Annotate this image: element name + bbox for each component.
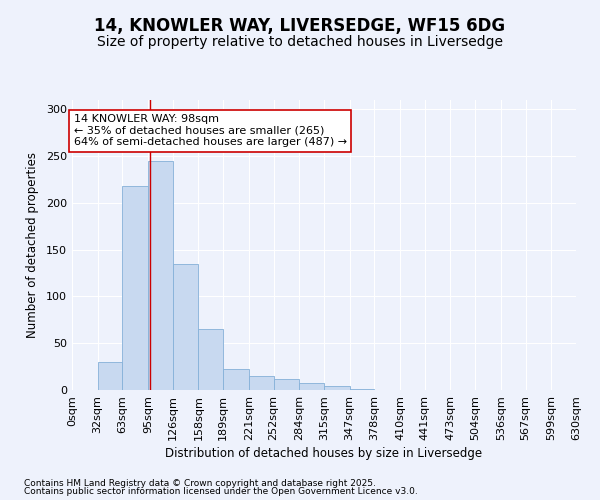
Text: Contains public sector information licensed under the Open Government Licence v3: Contains public sector information licen… — [24, 487, 418, 496]
Bar — [199, 329, 223, 390]
Bar — [299, 382, 324, 390]
Text: 14 KNOWLER WAY: 98sqm
← 35% of detached houses are smaller (265)
64% of semi-det: 14 KNOWLER WAY: 98sqm ← 35% of detached … — [74, 114, 347, 147]
Bar — [249, 376, 274, 390]
Text: Contains HM Land Registry data © Crown copyright and database right 2025.: Contains HM Land Registry data © Crown c… — [24, 478, 376, 488]
Bar — [223, 370, 249, 390]
Bar — [274, 379, 299, 390]
Bar — [324, 386, 350, 390]
X-axis label: Distribution of detached houses by size in Liversedge: Distribution of detached houses by size … — [166, 447, 482, 460]
Bar — [98, 362, 122, 390]
Bar — [350, 389, 374, 390]
Text: 14, KNOWLER WAY, LIVERSEDGE, WF15 6DG: 14, KNOWLER WAY, LIVERSEDGE, WF15 6DG — [94, 18, 506, 36]
Bar — [122, 186, 148, 390]
Bar — [173, 264, 199, 390]
Bar — [148, 161, 173, 390]
Text: Size of property relative to detached houses in Liversedge: Size of property relative to detached ho… — [97, 35, 503, 49]
Y-axis label: Number of detached properties: Number of detached properties — [26, 152, 39, 338]
